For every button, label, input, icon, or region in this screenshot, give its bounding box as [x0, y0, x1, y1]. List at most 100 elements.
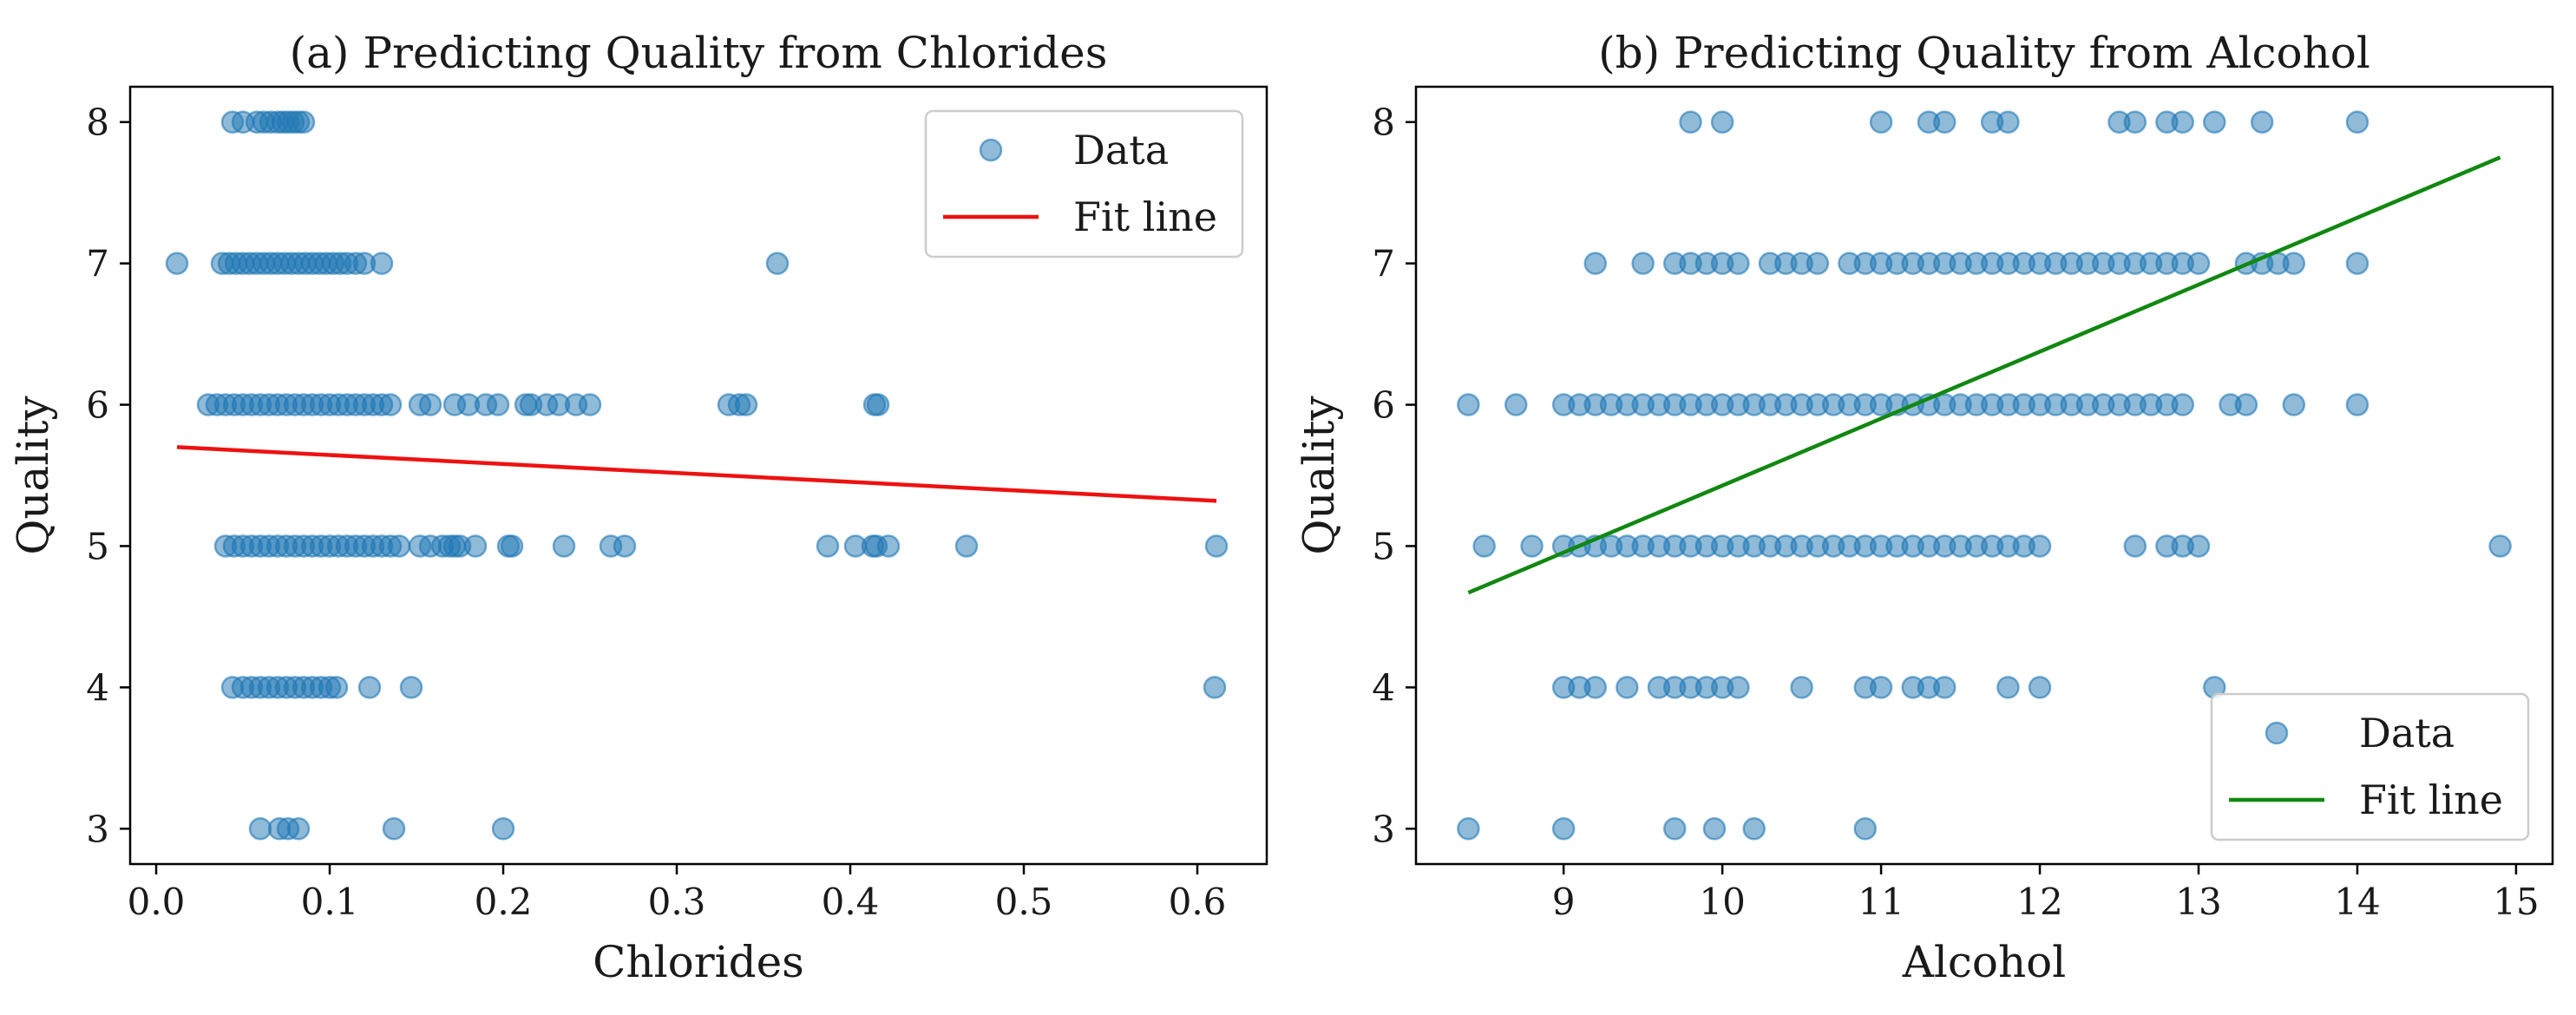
x-axis-label: Chlorides — [593, 937, 804, 987]
data-point — [1204, 534, 1229, 558]
data-point — [1790, 676, 1813, 699]
x-tick-label: 0.0 — [128, 881, 186, 923]
data-point — [1710, 110, 1734, 134]
x-tick-label: 13 — [2175, 881, 2221, 923]
data-point — [1933, 110, 1957, 134]
data-point — [765, 252, 790, 275]
y-tick-label: 6 — [1372, 384, 1395, 427]
x-tick-label: 0.3 — [648, 881, 706, 923]
data-point — [613, 534, 637, 558]
data-point — [387, 534, 411, 558]
data-point — [1679, 110, 1702, 134]
data-point — [2171, 393, 2194, 416]
x-tick-label: 15 — [2493, 881, 2539, 923]
data-point — [2250, 110, 2274, 134]
data-point — [2123, 110, 2147, 134]
data-point — [2203, 110, 2226, 134]
data-point — [816, 534, 840, 558]
x-tick-label: 0.4 — [822, 881, 880, 923]
y-axis-label: Quality — [1294, 396, 1344, 555]
fit-line — [1467, 155, 2501, 595]
legend-entry-label: Data — [2359, 710, 2455, 756]
y-tick-label: 8 — [86, 102, 109, 144]
x-tick-label: 0.5 — [995, 881, 1053, 923]
data-point — [1742, 817, 1766, 841]
data-point — [1727, 252, 1750, 275]
y-tick-label: 7 — [1372, 243, 1395, 285]
data-point — [1996, 110, 2020, 134]
data-point — [2186, 534, 2211, 558]
data-point — [165, 252, 189, 275]
data-point — [866, 393, 890, 416]
plot-frame — [128, 85, 1268, 866]
data-point — [2282, 252, 2306, 275]
data-point — [2345, 252, 2370, 275]
legend: Data Fit line — [2210, 692, 2530, 841]
x-tick-label: 11 — [1858, 881, 1904, 923]
x-tick-label: 12 — [2016, 881, 2062, 923]
scatter-series-data — [1457, 110, 2512, 841]
y-tick-label: 7 — [86, 243, 109, 285]
data-point — [578, 393, 602, 416]
data-point — [1504, 393, 1528, 416]
data-point — [1457, 817, 1480, 841]
legend-marker-data — [979, 138, 1003, 162]
data-point — [1616, 676, 1639, 699]
data-point — [1853, 817, 1878, 841]
data-point — [1472, 534, 1496, 558]
legend: Data Fit line — [924, 109, 1244, 259]
data-point — [1583, 676, 1607, 699]
data-point — [552, 534, 576, 558]
data-point — [2028, 676, 2052, 699]
data-point — [1702, 817, 1727, 841]
data-point — [491, 817, 515, 841]
data-point — [378, 393, 403, 416]
data-point — [1520, 534, 1544, 558]
data-point — [286, 817, 311, 841]
data-point — [2186, 252, 2211, 275]
y-tick-label: 8 — [1372, 102, 1395, 144]
fit-line — [176, 445, 1217, 503]
y-tick-label: 5 — [86, 525, 109, 567]
data-point — [2345, 393, 2370, 416]
y-tick-label: 3 — [86, 808, 109, 850]
x-tick-label: 0.6 — [1169, 881, 1227, 923]
legend-entry-label: Fit line — [1073, 193, 1217, 240]
data-point — [2171, 110, 2194, 134]
chart-panel-0: (a) Predicting Quality from Chlorides 0.0… — [8, 28, 1268, 987]
data-point — [1457, 393, 1480, 416]
y-tick-label: 4 — [1372, 666, 1395, 709]
data-point — [357, 676, 382, 699]
data-point — [2028, 534, 2052, 558]
data-point — [954, 534, 979, 558]
data-point — [418, 393, 442, 416]
data-point — [292, 110, 316, 134]
data-point — [1869, 676, 1893, 699]
data-point — [876, 534, 901, 558]
data-point — [1806, 252, 1830, 275]
x-tick-label: 10 — [1699, 881, 1745, 923]
data-point — [2282, 393, 2306, 416]
data-point — [382, 817, 406, 841]
data-point — [486, 393, 510, 416]
plot-frame — [1414, 85, 2554, 866]
y-tick-label: 4 — [86, 666, 109, 709]
y-axis-label: Quality — [8, 396, 58, 555]
data-point — [1933, 676, 1957, 699]
x-tick-label: 0.2 — [475, 881, 533, 923]
data-point — [399, 676, 423, 699]
data-point — [1631, 252, 1655, 275]
data-point — [734, 393, 758, 416]
y-tick-label: 6 — [86, 384, 109, 427]
x-axis-label: Alcohol — [1902, 937, 2067, 987]
legend-entry-label: Data — [1073, 127, 1169, 174]
y-tick-label: 3 — [1372, 808, 1395, 850]
data-point — [500, 534, 524, 558]
data-point — [2488, 534, 2512, 558]
data-point — [463, 534, 488, 558]
data-point — [1203, 676, 1227, 699]
data-point — [1662, 817, 1687, 841]
data-point — [2345, 110, 2370, 134]
legend-marker-data — [2265, 721, 2289, 745]
